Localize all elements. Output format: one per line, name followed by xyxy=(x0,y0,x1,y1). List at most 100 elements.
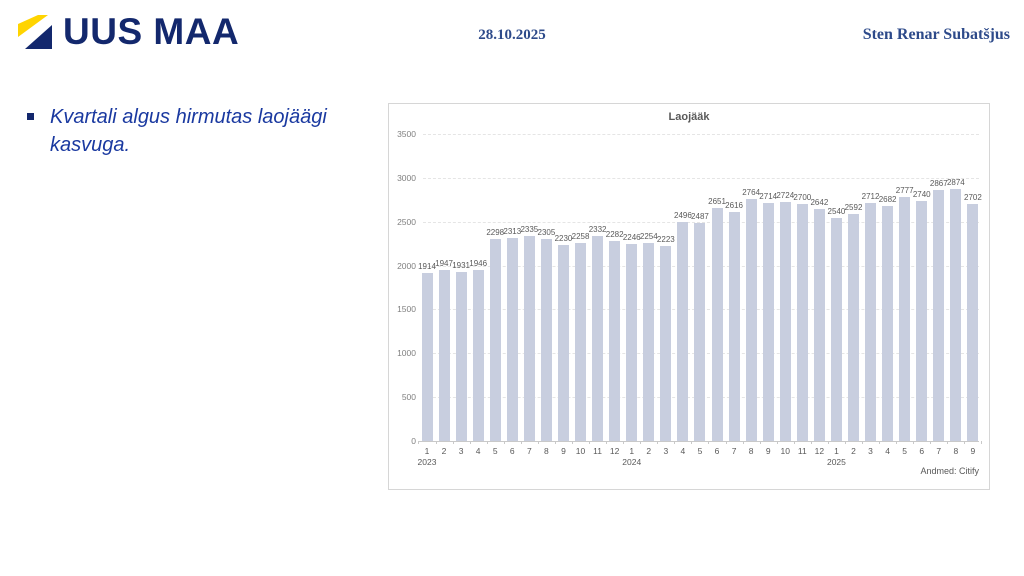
bar xyxy=(455,272,467,441)
chart-title: Laojääk xyxy=(668,111,710,123)
bar-value-label: 2702 xyxy=(964,193,982,202)
bar xyxy=(643,243,655,441)
x-axis-month-label: 9 xyxy=(561,446,566,456)
y-axis-tick-label: 0 xyxy=(411,436,416,446)
bar xyxy=(540,239,552,441)
bar-value-label: 2258 xyxy=(571,232,590,241)
x-axis-tick xyxy=(793,441,795,444)
bar xyxy=(660,246,672,441)
y-gridline xyxy=(423,177,979,179)
bar xyxy=(557,245,569,441)
x-axis-year-label: 2025 xyxy=(826,457,846,467)
bullet-square-icon xyxy=(27,113,34,120)
x-axis-tick xyxy=(827,441,829,444)
bar-value-label: 2700 xyxy=(793,193,812,202)
bar-value-label: 2313 xyxy=(503,227,522,236)
bar-value-label: 1946 xyxy=(469,259,488,268)
bar xyxy=(796,204,808,441)
y-axis-tick-label: 500 xyxy=(401,392,416,403)
bar-value-label: 2616 xyxy=(725,201,743,210)
x-axis-tick xyxy=(503,441,505,444)
x-axis-tick xyxy=(520,441,522,444)
x-axis-month-label: 9 xyxy=(970,446,976,456)
x-axis-tick xyxy=(623,441,625,444)
bar xyxy=(916,201,928,441)
x-axis-tick xyxy=(964,441,966,444)
header-presenter: Sten Renar Subatšjus xyxy=(862,26,1010,43)
x-axis-tick xyxy=(947,441,949,444)
x-axis-tick xyxy=(486,441,488,444)
x-axis-month-label: 7 xyxy=(936,446,942,456)
y-axis-tick-label: 1000 xyxy=(397,348,416,359)
x-axis-tick xyxy=(589,441,591,444)
x-axis-month-label: 5 xyxy=(697,446,703,456)
bar xyxy=(779,202,791,441)
bar-value-label: 2724 xyxy=(776,191,795,200)
x-axis-month-label: 10 xyxy=(780,446,790,456)
x-axis-tick xyxy=(554,441,556,444)
x-axis-month-label: 7 xyxy=(731,446,737,456)
y-axis-tick-label: 2000 xyxy=(397,260,416,271)
bar xyxy=(438,270,450,441)
y-axis-tick-label: 3000 xyxy=(397,172,416,183)
bar xyxy=(506,238,518,441)
header-date: 28.10.2025 xyxy=(478,27,546,43)
bar xyxy=(609,241,621,441)
x-axis-tick xyxy=(725,441,727,444)
bar xyxy=(728,212,740,441)
x-axis-month-label: 11 xyxy=(797,446,807,456)
bar xyxy=(745,199,757,441)
bar-value-label: 2282 xyxy=(605,230,624,239)
bar xyxy=(933,190,945,441)
bar-value-label: 2712 xyxy=(861,192,880,201)
bar-value-label: 2682 xyxy=(878,195,897,204)
x-axis-month-label: 12 xyxy=(609,446,620,456)
x-axis-month-label: 4 xyxy=(475,446,481,456)
bar xyxy=(967,204,979,441)
x-axis-month-label: 2 xyxy=(646,446,652,456)
bar-value-label: 2642 xyxy=(810,198,829,207)
x-axis-month-label: 6 xyxy=(714,446,720,456)
y-axis-tick-label: 3500 xyxy=(397,129,416,139)
bar-value-label: 2335 xyxy=(520,225,539,234)
bar xyxy=(899,197,911,441)
y-axis-tick-label: 1500 xyxy=(397,304,416,315)
bar xyxy=(848,214,859,441)
x-axis-month-label: 5 xyxy=(492,446,498,456)
logo-text: UUS MAA xyxy=(63,11,240,52)
x-axis-month-label: 10 xyxy=(575,446,586,456)
x-axis-month-label: 4 xyxy=(885,446,890,456)
x-axis-tick xyxy=(674,441,676,444)
bar-value-label: 2487 xyxy=(691,212,709,221)
x-axis-tick xyxy=(896,441,898,444)
x-axis-month-label: 6 xyxy=(509,446,515,456)
x-axis-month-label: 6 xyxy=(919,446,925,456)
x-axis-month-label: 3 xyxy=(868,446,873,456)
x-axis-tick xyxy=(418,441,420,444)
bar xyxy=(489,239,501,441)
x-axis-month-label: 4 xyxy=(680,446,686,456)
bar-value-label: 1947 xyxy=(435,259,453,268)
y-gridline xyxy=(423,221,979,223)
bar xyxy=(865,203,877,441)
bar xyxy=(523,236,535,441)
bar-value-label: 2592 xyxy=(844,203,863,212)
x-axis-month-label: 9 xyxy=(765,446,771,456)
x-axis-month-label: 3 xyxy=(663,446,669,456)
x-axis-tick xyxy=(537,441,539,444)
x-axis-tick xyxy=(691,441,693,444)
x-axis-tick xyxy=(759,441,761,444)
uus-maa-logo-icon xyxy=(18,14,52,49)
x-axis-tick xyxy=(930,441,932,444)
bar xyxy=(813,209,825,441)
x-axis-year-label: 2023 xyxy=(417,457,437,467)
x-axis-tick xyxy=(435,441,437,444)
bar xyxy=(421,273,433,441)
bullet-item: Kvartali algus hirmutas laojäägi kasvuga… xyxy=(27,103,347,159)
bar-value-label: 1914 xyxy=(418,262,436,271)
x-axis-month-label: 2 xyxy=(851,446,856,456)
bar-value-label: 2298 xyxy=(486,228,505,237)
x-axis-tick xyxy=(469,441,471,444)
bar-value-label: 2874 xyxy=(946,178,965,187)
bar xyxy=(762,203,774,441)
